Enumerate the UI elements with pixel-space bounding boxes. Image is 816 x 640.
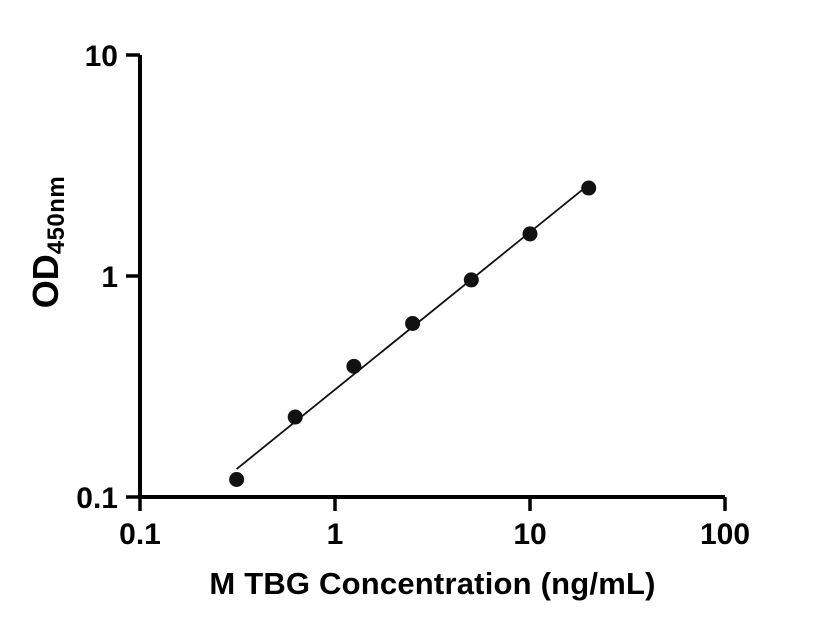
x-tick-label: 10 bbox=[513, 518, 546, 551]
data-point bbox=[522, 226, 538, 242]
x-tick-label: 0.1 bbox=[119, 518, 161, 551]
y-tick-label: 10 bbox=[85, 40, 118, 73]
data-point bbox=[581, 180, 597, 196]
y-axis-title-sub: 450nm bbox=[43, 175, 70, 255]
y-tick-label: 1 bbox=[101, 261, 118, 294]
x-tick-label: 1 bbox=[327, 518, 344, 551]
data-point bbox=[287, 409, 303, 425]
data-point bbox=[463, 272, 479, 288]
y-axis-title-main: OD bbox=[25, 254, 66, 309]
data-point bbox=[346, 358, 362, 374]
y-tick-label: 0.1 bbox=[76, 482, 118, 515]
data-point bbox=[405, 315, 421, 331]
x-axis-title: M TBG Concentration (ng/mL) bbox=[209, 566, 656, 601]
data-point bbox=[229, 472, 245, 488]
y-axis-title: OD450nm bbox=[23, 92, 70, 392]
x-tick-label: 100 bbox=[700, 518, 750, 551]
